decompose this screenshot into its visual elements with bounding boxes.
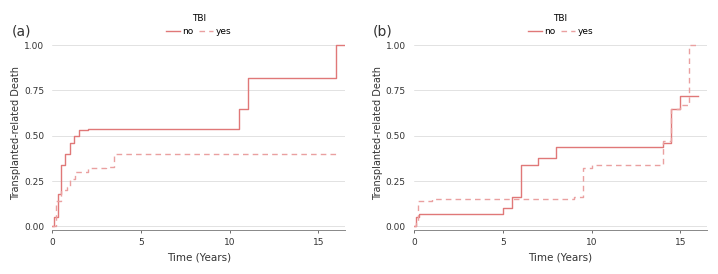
X-axis label: Time (Years): Time (Years) (528, 253, 592, 263)
Legend: no, yes: no, yes (528, 13, 593, 36)
Y-axis label: Transplanted-related Death: Transplanted-related Death (373, 66, 383, 200)
X-axis label: Time (Years): Time (Years) (167, 253, 230, 263)
Text: (a): (a) (11, 24, 31, 39)
Y-axis label: Transplanted-related Death: Transplanted-related Death (11, 66, 21, 200)
Legend: no, yes: no, yes (167, 13, 231, 36)
Text: (b): (b) (373, 24, 393, 39)
